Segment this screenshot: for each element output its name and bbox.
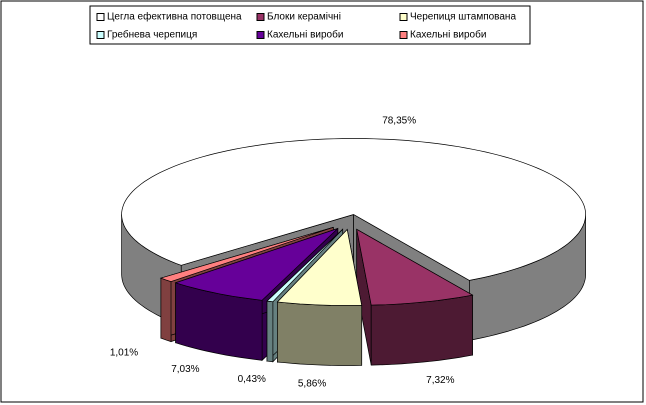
value-label: 0,43% xyxy=(238,374,266,385)
slice xyxy=(159,226,334,282)
value-label: 1,01% xyxy=(110,348,138,359)
slice xyxy=(276,228,363,306)
slice-side xyxy=(266,300,274,363)
legend-swatch xyxy=(96,13,105,21)
legend-swatch xyxy=(399,31,408,39)
slice xyxy=(174,228,339,301)
legend-label: Блоки керамічні xyxy=(267,12,341,23)
legend-swatch xyxy=(256,31,265,39)
legend-label: Кахельні вироби xyxy=(267,29,343,41)
slice xyxy=(356,228,474,306)
value-label: 78,35% xyxy=(382,115,416,126)
value-label: 5,86% xyxy=(298,378,326,389)
legend-label: Цегла ефективна потовщена xyxy=(107,11,242,23)
legend-label: Кахельні вироби xyxy=(410,29,486,41)
legend-label: Гребнева черепиця xyxy=(107,29,197,41)
slice-side xyxy=(160,277,172,343)
slice xyxy=(121,138,586,281)
legend-swatch xyxy=(399,13,408,21)
legend-box xyxy=(89,5,531,45)
slice xyxy=(266,228,343,303)
value-label: 7,03% xyxy=(171,364,199,375)
legend-swatch xyxy=(256,13,265,21)
slice-side xyxy=(370,294,473,366)
value-label: 7,32% xyxy=(426,375,454,386)
legend-swatch xyxy=(96,31,105,39)
slice-side xyxy=(277,301,363,366)
legend-label: Черепиця штампована xyxy=(410,12,516,23)
